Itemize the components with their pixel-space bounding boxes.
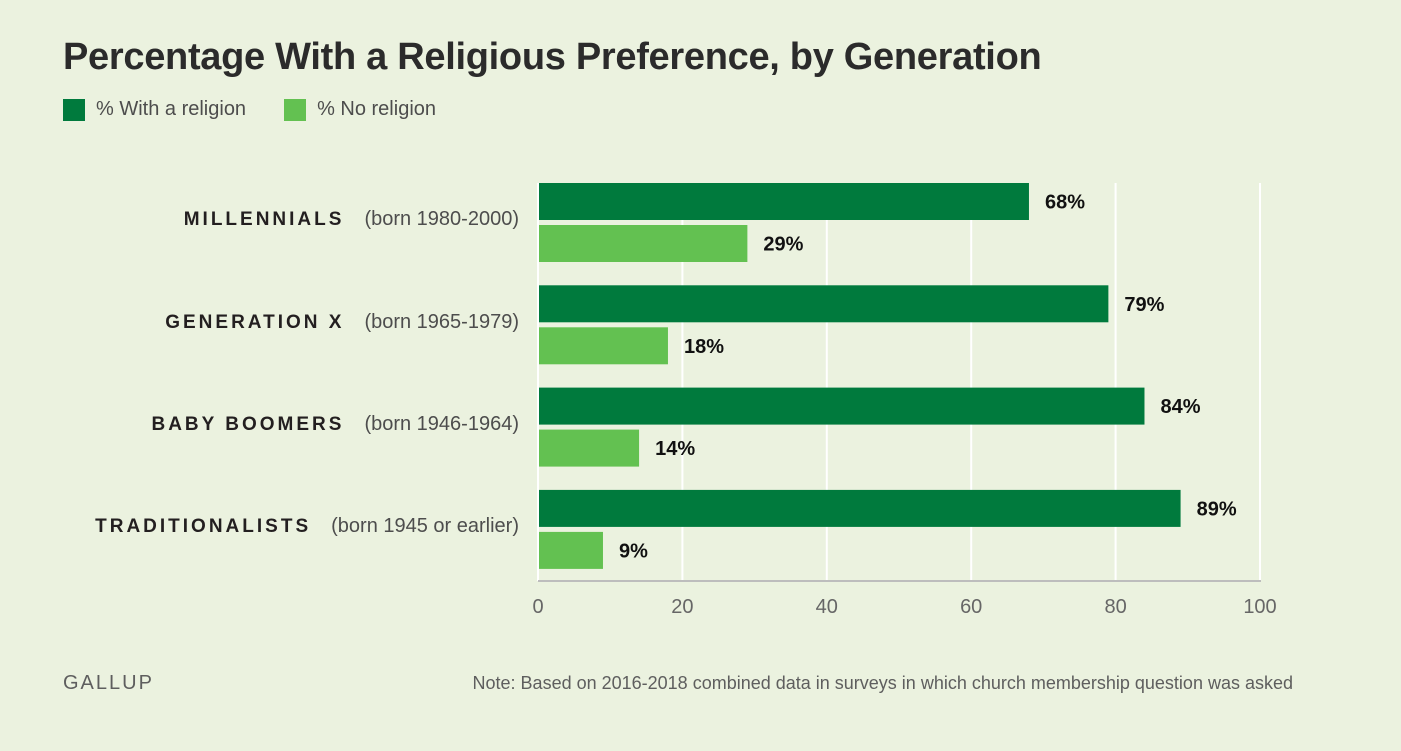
legend-item-no-religion: % No religion bbox=[284, 98, 436, 121]
data-label: 9% bbox=[619, 540, 648, 562]
bars bbox=[539, 183, 1181, 569]
category-subtitle: (born 1965-1979) bbox=[364, 311, 519, 333]
category-label-traditionalists: TRADITIONALISTS (born 1945 or earlier) bbox=[95, 515, 519, 538]
bar-with-religion bbox=[539, 183, 1029, 220]
legend-label-with-religion: % With a religion bbox=[96, 98, 247, 120]
category-subtitle: (born 1945 or earlier) bbox=[331, 515, 519, 537]
x-tick-label: 80 bbox=[1104, 596, 1126, 618]
footnote: Note: Based on 2016-2018 combined data i… bbox=[472, 673, 1293, 693]
bar-with-religion bbox=[539, 489, 1181, 527]
bar-no-religion bbox=[539, 327, 668, 365]
category-subtitle: (born 1946-1964) bbox=[364, 413, 519, 435]
data-label: 79% bbox=[1124, 294, 1164, 316]
category-name: BABY BOOMERS bbox=[151, 414, 345, 435]
x-tick-label: 20 bbox=[671, 596, 693, 618]
x-axis: 0 20 40 60 80 100 bbox=[532, 580, 1277, 618]
legend-swatch-with-religion bbox=[63, 98, 85, 121]
x-tick-label: 0 bbox=[532, 596, 543, 618]
legend-label-no-religion: % No religion bbox=[317, 98, 437, 120]
x-tick-label: 60 bbox=[960, 596, 982, 618]
data-label: 84% bbox=[1160, 396, 1200, 418]
bar-no-religion bbox=[539, 225, 748, 262]
bar-with-religion bbox=[539, 387, 1145, 425]
x-tick-label: 100 bbox=[1243, 596, 1276, 618]
bar-no-religion bbox=[539, 531, 603, 569]
data-label: 89% bbox=[1197, 498, 1237, 520]
legend-swatch-no-religion bbox=[284, 98, 307, 121]
data-label: 29% bbox=[763, 234, 803, 256]
category-name: TRADITIONALISTS bbox=[95, 516, 312, 537]
chart-title: Percentage With a Religious Preference, … bbox=[63, 36, 1042, 78]
data-label: 68% bbox=[1045, 192, 1085, 214]
legend: % With a religion % No religion bbox=[63, 98, 474, 121]
category-subtitle: (born 1980-2000) bbox=[364, 208, 519, 230]
bar-with-religion bbox=[539, 285, 1109, 323]
category-name: MILLENNIALS bbox=[183, 209, 345, 230]
category-name: GENERATION X bbox=[165, 312, 345, 333]
x-tick-label: 40 bbox=[816, 596, 838, 618]
data-label: 14% bbox=[655, 438, 695, 460]
source-logo: GALLUP bbox=[63, 672, 154, 694]
data-label: 18% bbox=[684, 336, 724, 358]
bar-no-religion bbox=[539, 429, 640, 467]
category-label-millennials: MILLENNIALS (born 1980-2000) bbox=[184, 208, 519, 231]
legend-item-with-religion: % With a religion bbox=[63, 98, 246, 121]
category-label-baby-boomers: BABY BOOMERS (born 1946-1964) bbox=[151, 413, 519, 436]
category-label-generation-x: GENERATION X (born 1965-1979) bbox=[165, 311, 519, 334]
data-labels: 68% 29% 79% 18% 84% 14% 89% 9% bbox=[619, 192, 1237, 563]
